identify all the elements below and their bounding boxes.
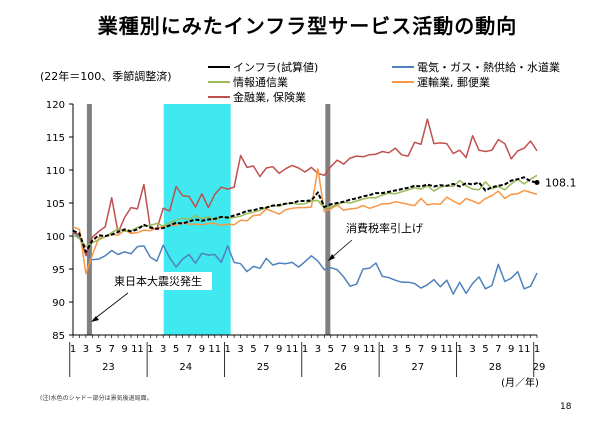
series-line-4 [72, 118, 538, 257]
y-tick-label: 120 [46, 100, 65, 111]
x-month-label: 5 [405, 344, 411, 355]
x-month-label: 3 [315, 344, 321, 355]
x-month-label: 9 [431, 344, 437, 355]
x-year-label: 26 [334, 362, 347, 373]
series-line-2 [72, 174, 538, 248]
x-year-label: 25 [257, 362, 270, 373]
annotation-arrowhead-tax [328, 254, 335, 261]
x-month-label: 11 [131, 344, 144, 355]
x-month-label: 1 [224, 344, 230, 355]
x-month-label: 7 [108, 344, 114, 355]
x-unit-label: (月／年) [501, 376, 539, 389]
x-month-label: 3 [469, 344, 475, 355]
x-month-label: 9 [199, 344, 205, 355]
x-month-label: 7 [418, 344, 424, 355]
x-month-label: 1 [147, 344, 153, 355]
annotation-label-earthquake: 東日本大震災発生 [114, 274, 202, 288]
x-month-label: 11 [208, 344, 221, 355]
x-month-label: 3 [392, 344, 398, 355]
x-year-label: 23 [102, 362, 115, 373]
x-month-label: 5 [173, 344, 179, 355]
page-number: 18 [560, 402, 572, 412]
x-month-label: 1 [302, 344, 308, 355]
annotation-arrowhead-earthquake [91, 316, 99, 322]
x-year-label: 29 [533, 362, 546, 373]
annotation-arrow-earthquake [92, 292, 129, 321]
event-bar-2 [325, 104, 331, 335]
y-tick-label: 100 [46, 232, 65, 243]
x-month-label: 5 [96, 344, 102, 355]
series-line-1 [72, 231, 538, 295]
legend-label-2: 情報通信業 [233, 76, 288, 89]
x-month-label: 7 [186, 344, 192, 355]
event-bar-1 [86, 104, 92, 335]
y-tick-label: 115 [46, 133, 65, 144]
x-month-label: 11 [518, 344, 531, 355]
x-month-label: 9 [353, 344, 359, 355]
legend-label-3: 運輸業, 郵便業 [417, 75, 490, 89]
y-tick-label: 110 [46, 166, 65, 177]
legend-label-1: 電気・ガス・熱供給・水道業 [417, 60, 560, 74]
x-month-label: 9 [121, 344, 127, 355]
x-month-label: 9 [276, 344, 282, 355]
y-tick-label: 95 [52, 265, 65, 276]
x-year-label: 27 [411, 362, 424, 373]
x-month-label: 5 [328, 344, 334, 355]
annotation-arrow-tax [329, 239, 353, 260]
x-month-label: 7 [263, 344, 269, 355]
legend-label-0: インフラ(試算値) [233, 60, 318, 74]
x-month-label: 9 [508, 344, 514, 355]
x-month-label: 5 [250, 344, 256, 355]
series-lines [72, 118, 538, 295]
endpoint-marker [534, 180, 540, 186]
y-axis: 85 90 95 100 105 110 115 120 [46, 100, 74, 342]
y-tick-label: 90 [52, 298, 65, 309]
x-month-label: 11 [363, 344, 376, 355]
x-month-label: 3 [83, 344, 89, 355]
annotations: 東日本大震災発生 消費税率引上げ 108.1 [91, 177, 577, 322]
chart-unit-note: (22年＝100、季節調整済) [40, 70, 172, 83]
x-month-label: 11 [286, 344, 299, 355]
x-year-label: 28 [489, 362, 502, 373]
x-month-label: 1 [70, 344, 76, 355]
x-month-label: 1 [534, 344, 540, 355]
x-month-label: 3 [237, 344, 243, 355]
x-month-label: 1 [379, 344, 385, 355]
x-year-label: 24 [179, 362, 192, 373]
annotation-box [104, 272, 212, 290]
x-month-label: 7 [495, 344, 501, 355]
y-tick-label: 85 [52, 331, 65, 342]
x-month-label: 11 [440, 344, 453, 355]
footnote: (注)水色のシャドー部分は景気後退局面。 [40, 395, 153, 402]
annotation-label-tax: 消費税率引上げ [346, 221, 423, 235]
endpoint-value-label: 108.1 [545, 177, 577, 190]
series-line-0 [72, 176, 538, 253]
x-month-label: 1 [456, 344, 462, 355]
x-month-label: 7 [340, 344, 346, 355]
x-month-label: 3 [160, 344, 166, 355]
series-line-3 [72, 167, 538, 275]
legend-label-4: 金融業, 保険業 [233, 90, 306, 104]
y-tick-label: 105 [46, 199, 65, 210]
x-month-label: 5 [482, 344, 488, 355]
slide-title: 業種別にみたインフラ型サービス活動の動向 [97, 14, 518, 38]
